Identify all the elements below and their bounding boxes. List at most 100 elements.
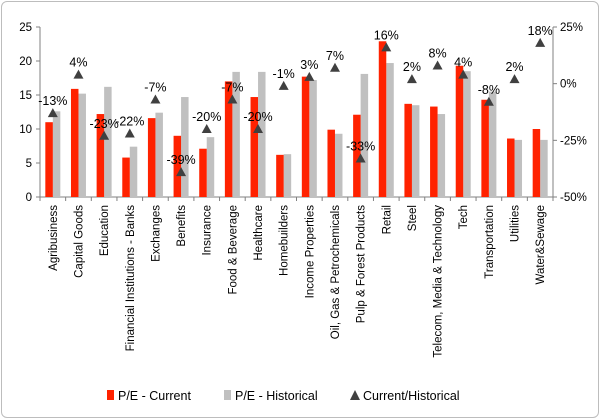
data-label: -1% <box>273 67 295 81</box>
x-category-label: Exchanges <box>150 205 162 262</box>
data-label: -23% <box>90 117 119 131</box>
bar-pe-historical <box>181 97 189 197</box>
data-label: 16% <box>374 28 399 42</box>
legend-label-pe-current: P/E - Current <box>118 389 191 403</box>
bar-pe-current <box>404 103 412 197</box>
bar-pe-current <box>301 76 310 197</box>
data-label: 8% <box>429 47 447 61</box>
bar-pe-historical <box>232 71 240 197</box>
data-label: 2% <box>403 60 421 74</box>
x-category-label: Income Properties <box>304 205 316 299</box>
y-right-tick-label: -25% <box>560 135 587 147</box>
bar-pe-historical <box>334 133 343 197</box>
bar-pe-historical <box>155 112 163 197</box>
bar-pe-historical <box>411 105 420 197</box>
marker-current-historical <box>483 96 494 106</box>
x-category-label: Insurance <box>202 205 214 256</box>
bar-pe-historical <box>386 63 394 197</box>
bar-pe-historical <box>52 111 61 197</box>
bar-pe-current <box>430 106 438 197</box>
data-label: -8% <box>478 83 500 97</box>
data-label: -13% <box>38 94 67 108</box>
marker-current-historical <box>509 74 520 84</box>
bar-pe-current <box>70 88 79 197</box>
y-left-tick-label: 0 <box>26 192 32 204</box>
bar-pe-current <box>122 157 130 197</box>
marker-current-historical <box>406 74 417 84</box>
bar-pe-current <box>199 148 207 197</box>
bar-pe-current <box>173 135 182 197</box>
data-label: -22% <box>115 115 144 129</box>
x-category-label: Oil, Gas & Petrochemicals <box>330 205 342 339</box>
bar-pe-historical <box>258 71 266 197</box>
marker-current-historical <box>176 167 187 177</box>
bar-pe-current <box>45 122 53 197</box>
bar-pe-current <box>481 99 489 197</box>
x-category-label: Agribusiness <box>48 205 60 271</box>
bar-pe-current <box>532 129 541 197</box>
legend-label-pe-historical: P/E - Historical <box>235 389 318 403</box>
bar-pe-historical <box>360 73 369 197</box>
marker-current-historical <box>432 60 443 70</box>
x-category-label: Steel <box>407 205 419 231</box>
marker-current-historical <box>535 37 546 47</box>
data-label: -20% <box>192 110 221 124</box>
legend-swatch-pe-historical <box>224 390 231 400</box>
data-label: -7% <box>144 81 166 95</box>
data-label: -39% <box>166 153 195 167</box>
marker-current-historical <box>73 69 84 79</box>
bar-pe-current <box>507 138 515 197</box>
x-category-label: Transportation <box>484 205 496 279</box>
y-left-tick-label: 25 <box>19 22 32 34</box>
marker-current-historical <box>253 124 264 133</box>
bar-pe-current <box>276 154 284 197</box>
marker-current-historical <box>278 80 289 90</box>
bar-pe-current <box>327 129 335 197</box>
x-category-label: Pulp & Forest Products <box>356 205 368 323</box>
marker-current-historical <box>47 108 58 118</box>
x-category-label: Water&Sewage <box>535 205 547 284</box>
x-category-label: Education <box>99 205 111 256</box>
legend-swatch-pe-current <box>107 390 114 400</box>
y-left-tick-label: 15 <box>19 90 32 102</box>
marker-current-historical <box>99 130 110 140</box>
bar-pe-historical <box>206 137 215 197</box>
data-label: 2% <box>505 60 523 74</box>
bar-pe-current <box>147 118 156 197</box>
bar-pe-historical <box>283 154 292 197</box>
x-category-label: Healthcare <box>253 205 265 261</box>
marker-current-historical <box>355 153 366 163</box>
marker-current-historical <box>458 69 469 79</box>
legend-marker-current-historical <box>350 390 360 400</box>
bar-pe-historical <box>488 91 497 197</box>
bar-pe-current <box>96 114 105 197</box>
bar-pe-current <box>455 65 464 197</box>
x-category-label: Tech <box>458 205 470 229</box>
marker-current-historical <box>124 128 135 138</box>
marker-current-historical <box>304 71 315 81</box>
data-label: 7% <box>326 49 344 63</box>
marker-current-historical <box>150 94 161 104</box>
data-label: -33% <box>346 139 375 153</box>
bar-pe-historical <box>463 71 471 197</box>
x-category-label: Telecom, Media & Technology <box>433 205 445 358</box>
bar-pe-historical <box>104 86 112 197</box>
marker-current-historical <box>381 42 392 52</box>
bar-pe-current <box>378 41 387 197</box>
x-category-label: Utilities <box>510 205 522 242</box>
y-left-tick-label: 10 <box>19 124 32 136</box>
x-category-label: Benefits <box>176 205 188 247</box>
x-category-label: Food & Beverage <box>227 205 239 295</box>
y-right-tick-label: 0% <box>560 79 577 91</box>
data-label: 4% <box>69 56 87 70</box>
y-left-tick-label: 20 <box>19 56 32 68</box>
y-right-tick-label: 25% <box>560 22 583 34</box>
marker-current-historical <box>329 62 340 72</box>
legend-label-current-historical: Current/Historical <box>363 389 460 403</box>
bar-pe-historical <box>78 93 86 197</box>
y-right-tick-label: -50% <box>560 192 587 204</box>
data-label: 3% <box>300 58 318 72</box>
x-category-label: Homebuilders <box>279 205 291 276</box>
